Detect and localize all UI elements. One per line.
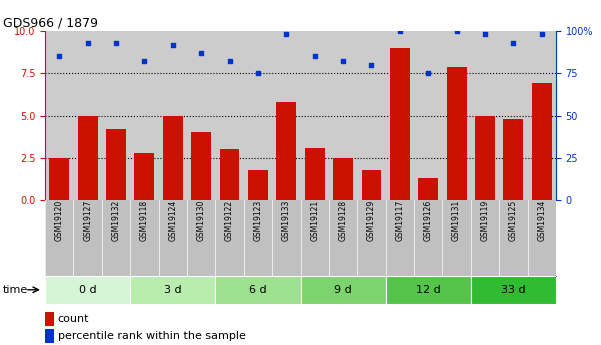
Bar (471, 276, 556, 304)
Bar (504, 119, 523, 200)
Bar (45, 312, 54, 326)
Text: GSM19120: GSM19120 (55, 200, 64, 242)
Bar (305, 148, 325, 200)
Bar (447, 67, 466, 200)
Bar (219, 149, 239, 200)
Point (338, 59, 348, 64)
Text: 12 d: 12 d (416, 285, 441, 295)
Text: 0 d: 0 d (79, 285, 96, 295)
Bar (276, 102, 296, 200)
Point (168, 42, 178, 47)
Text: GSM19123: GSM19123 (254, 200, 263, 242)
Point (139, 59, 149, 64)
Text: GSM19121: GSM19121 (310, 200, 319, 241)
Bar (532, 83, 552, 200)
Text: count: count (58, 314, 90, 324)
Text: percentile rank within the sample: percentile rank within the sample (58, 332, 246, 341)
Bar (386, 276, 471, 304)
Point (225, 59, 234, 64)
Text: GSM19117: GSM19117 (395, 200, 404, 242)
Bar (163, 116, 183, 200)
Point (480, 32, 490, 37)
Text: 33 d: 33 d (501, 285, 526, 295)
Point (537, 32, 546, 37)
Text: GSM19118: GSM19118 (140, 200, 149, 241)
Point (197, 50, 206, 56)
Text: GSM19131: GSM19131 (452, 200, 461, 242)
Bar (418, 178, 438, 200)
Text: GSM19134: GSM19134 (537, 200, 546, 242)
Text: 9 d: 9 d (334, 285, 352, 295)
Text: GSM19125: GSM19125 (509, 200, 518, 242)
Bar (362, 170, 382, 200)
Text: time: time (2, 285, 28, 295)
Bar (45, 329, 54, 343)
Bar (475, 116, 495, 200)
Text: GSM19124: GSM19124 (168, 200, 177, 242)
Bar (45, 276, 130, 304)
Bar (191, 132, 211, 200)
Text: GSM19128: GSM19128 (338, 200, 347, 241)
Bar (130, 276, 215, 304)
Text: GSM19132: GSM19132 (112, 200, 121, 242)
Bar (390, 48, 410, 200)
Bar (106, 129, 126, 200)
Bar (135, 153, 154, 200)
Text: GSM19127: GSM19127 (83, 200, 92, 242)
Point (55, 54, 64, 59)
Text: GDS966 / 1879: GDS966 / 1879 (3, 17, 98, 30)
Text: GSM19126: GSM19126 (424, 200, 433, 242)
Bar (248, 170, 268, 200)
Point (452, 28, 462, 34)
Point (395, 28, 404, 34)
Point (111, 40, 121, 46)
Text: GSM19122: GSM19122 (225, 200, 234, 241)
Text: GSM19129: GSM19129 (367, 200, 376, 242)
Point (281, 32, 291, 37)
Point (367, 62, 376, 68)
Bar (300, 276, 386, 304)
Text: GSM19133: GSM19133 (282, 200, 291, 242)
Bar (215, 276, 300, 304)
Bar (78, 116, 97, 200)
Point (310, 54, 320, 59)
Point (83, 40, 93, 46)
Text: GSM19119: GSM19119 (480, 200, 489, 242)
Bar (333, 158, 353, 200)
Text: GSM19130: GSM19130 (197, 200, 206, 242)
Text: 6 d: 6 d (249, 285, 267, 295)
Point (508, 40, 518, 46)
Point (253, 71, 263, 76)
Bar (49, 158, 69, 200)
Text: 3 d: 3 d (164, 285, 182, 295)
Point (424, 71, 433, 76)
